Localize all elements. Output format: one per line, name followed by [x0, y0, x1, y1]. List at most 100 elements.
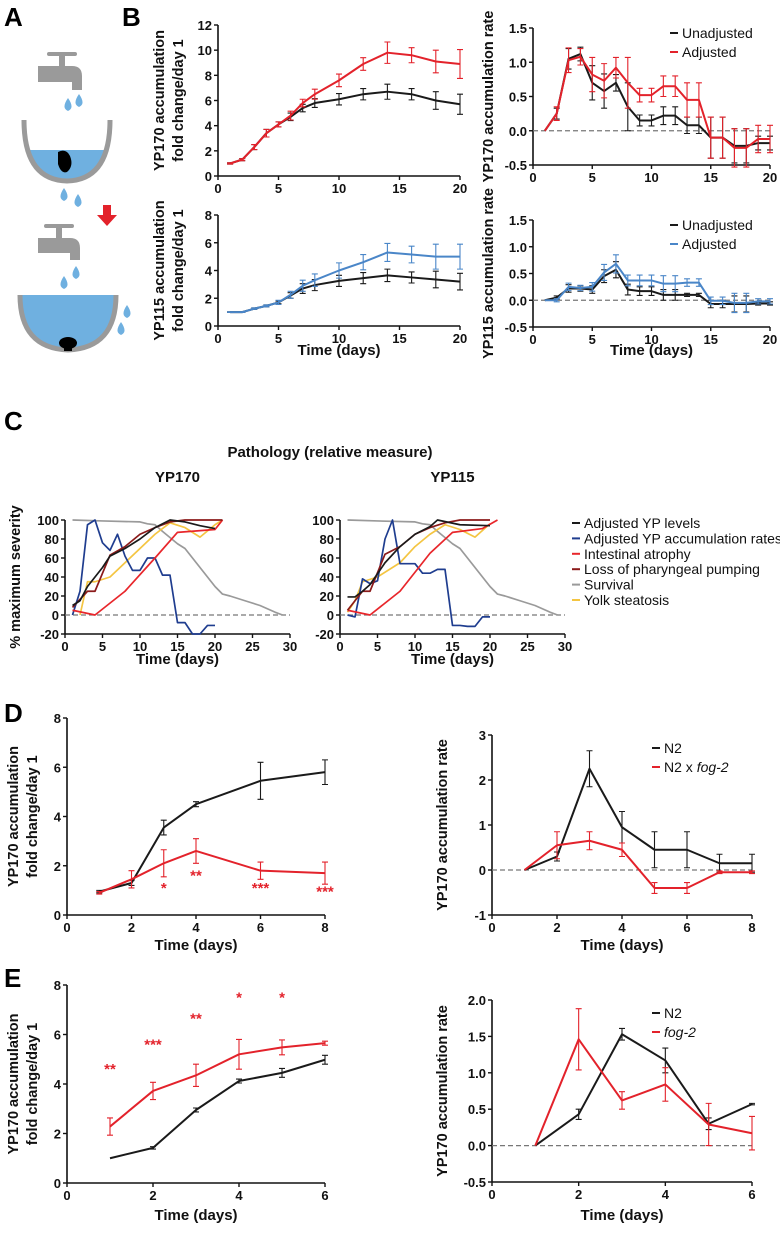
y-tick-label: 4 — [205, 264, 213, 279]
legend-label: N2 — [664, 1005, 682, 1021]
x-tick-label: 25 — [245, 639, 259, 654]
panel-label-e: E — [4, 963, 21, 993]
y-tick-label: 2 — [205, 144, 212, 159]
x-axis-label: Time (days) — [297, 342, 380, 359]
error-bar — [457, 48, 463, 80]
legend-label: Unadjusted — [682, 25, 753, 41]
error-bar — [107, 1117, 113, 1136]
series-adjusted-yp-levels — [347, 519, 491, 598]
x-tick-label: 8 — [748, 920, 755, 935]
chart-title: YP170 — [155, 469, 200, 486]
bowl-with-blockage-icon — [21, 119, 113, 184]
red-arrow-icon — [97, 205, 117, 226]
series-intestinal-atrophy — [72, 519, 224, 616]
error-bar — [322, 1040, 328, 1046]
x-tick-label: 15 — [392, 331, 406, 346]
x-tick-label: 10 — [644, 170, 658, 185]
x-tick-label: 5 — [374, 639, 381, 654]
y-axis-label: fold change/day 1 — [25, 1023, 41, 1145]
x-tick-label: 0 — [529, 170, 536, 185]
panel-label-b: B — [122, 2, 141, 32]
significance-marker: * — [161, 880, 167, 897]
series-line — [72, 519, 283, 616]
y-axis-label: fold change/day 1 — [171, 209, 187, 331]
series-n2-x-fog-2 — [523, 831, 755, 894]
x-tick-label: 8 — [321, 920, 328, 935]
y-tick-label: 60 — [45, 551, 59, 566]
series-line — [347, 519, 498, 616]
y-tick-label: 0.0 — [509, 124, 527, 139]
series-line — [229, 90, 461, 165]
y-tick-label: 0.0 — [509, 293, 527, 308]
y-tick-label: 1.5 — [509, 213, 527, 228]
x-tick-label: 0 — [61, 639, 68, 654]
y-tick-label: 6 — [54, 760, 61, 775]
series-line — [347, 519, 490, 628]
significance-marker: *** — [144, 1036, 162, 1053]
x-tick-label: 15 — [392, 181, 406, 196]
y-axis-label: YP170 accumulation — [6, 746, 22, 887]
series-line — [109, 1058, 326, 1160]
y-tick-label: 3 — [479, 728, 486, 743]
x-tick-label: 0 — [63, 920, 70, 935]
legend: N2 fog-2 — [652, 1005, 696, 1040]
legend-label: Adjusted — [682, 236, 736, 252]
y-tick-label: -0.5 — [464, 1175, 486, 1190]
y-tick-label: 40 — [320, 570, 334, 585]
y-tick-label: -20 — [40, 627, 59, 642]
significance-marker: ** — [190, 1010, 202, 1027]
x-tick-label: 6 — [748, 1187, 755, 1202]
chart-b1: 0 5 10 15 20 0 2 4 6 8 10 12 YP170 accumulation fold … — [152, 18, 467, 196]
x-axis-label: Time (days) — [136, 651, 219, 668]
significance-marker: *** — [316, 884, 334, 901]
series-line — [230, 251, 460, 314]
y-tick-label: 20 — [45, 589, 59, 604]
series-survival — [72, 519, 283, 616]
series-survival — [347, 519, 558, 616]
series-adjusted-yp-accumulation-rates — [71, 519, 215, 635]
y-tick-label: 80 — [320, 532, 334, 547]
y-tick-label: 8 — [54, 711, 61, 726]
series-adjusted — [544, 254, 773, 314]
y-tick-label: 2 — [54, 859, 61, 874]
series-line — [109, 1042, 326, 1128]
y-axis-label: % maximum severity — [8, 505, 24, 648]
y-axis-label: YP170 accumulation rate — [435, 739, 451, 911]
series-fog-2 — [534, 1008, 755, 1151]
x-tick-label: 15 — [704, 170, 718, 185]
legend-label: Adjusted YP accumulation rates — [584, 530, 780, 546]
y-tick-label: 0 — [54, 1176, 61, 1191]
chart-d1: 0 2 4 6 8 0 2 4 6 8 YP170 accumulation fold change/… — [6, 711, 334, 954]
legend: Unadjusted Adjusted — [670, 217, 753, 252]
x-tick-label: 10 — [332, 331, 346, 346]
x-tick-label: 0 — [214, 331, 221, 346]
y-axis-label: YP115 accumulation rate — [481, 188, 497, 359]
legend-label: Yolk steatosis — [584, 592, 669, 608]
x-tick-label: 5 — [275, 181, 282, 196]
y-tick-label: -0.5 — [505, 158, 527, 173]
significance-marker: ** — [190, 868, 202, 885]
y-tick-label: 0.5 — [468, 1102, 486, 1117]
error-bar — [457, 93, 463, 115]
x-tick-label: 6 — [257, 920, 264, 935]
panel-a-illustration — [17, 52, 131, 353]
y-tick-label: 0.5 — [509, 267, 527, 282]
panel-label-c: C — [4, 406, 23, 436]
chart-b3: 0 5 10 15 20 0 2 4 6 8 YP115 accumulation fold chan… — [152, 200, 467, 359]
x-tick-label: 0 — [63, 1188, 70, 1203]
x-tick-label: 10 — [408, 639, 422, 654]
tap-icon — [38, 52, 82, 90]
y-tick-label: 20 — [320, 589, 334, 604]
legend: Unadjusted Adjusted — [670, 25, 753, 60]
y-axis-label: YP170 accumulation rate — [481, 11, 497, 183]
series-line — [544, 55, 770, 149]
series-line — [98, 849, 326, 894]
water-drops-icon — [60, 188, 82, 207]
x-tick-label: 0 — [488, 920, 495, 935]
y-tick-label: 8 — [54, 978, 61, 993]
x-tick-label: 20 — [453, 331, 467, 346]
series-line — [534, 1038, 753, 1146]
y-axis-label: fold change/day 1 — [171, 39, 187, 161]
